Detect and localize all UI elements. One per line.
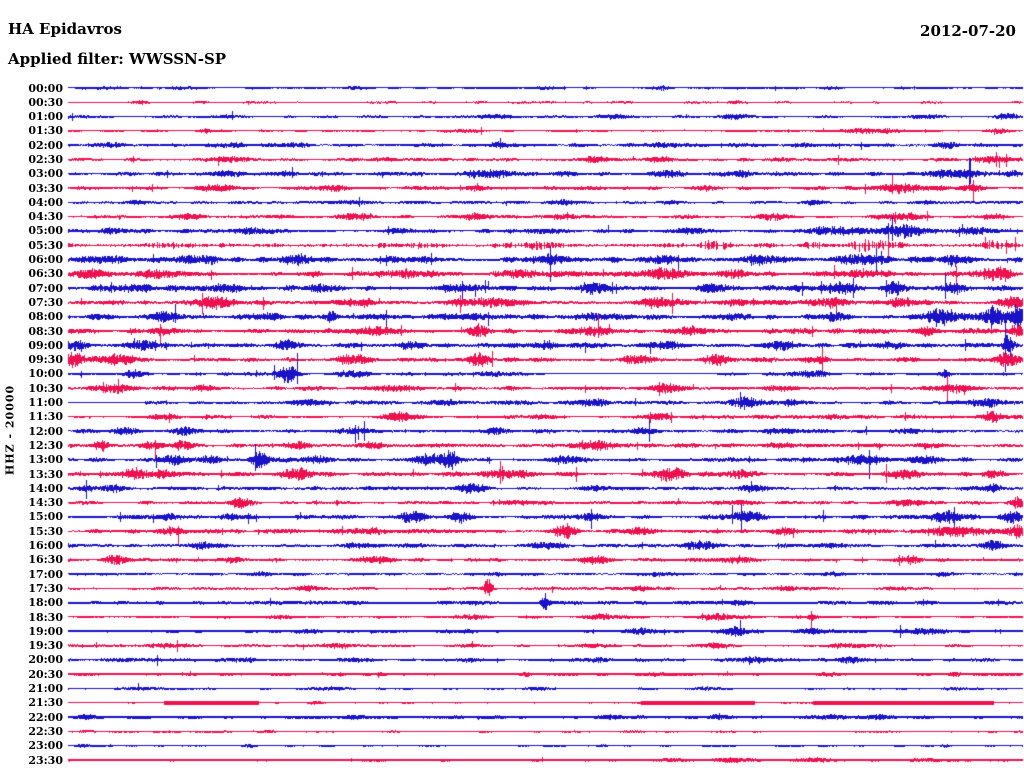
time-label: 16:30	[28, 553, 63, 567]
time-label: 15:00	[28, 510, 63, 524]
time-label: 19:00	[28, 624, 63, 638]
time-label: 14:00	[28, 481, 63, 495]
time-label: 05:30	[28, 238, 63, 252]
time-label: 02:30	[28, 152, 63, 166]
time-label: 20:30	[28, 667, 63, 681]
time-label: 00:30	[28, 95, 63, 109]
time-label: 14:30	[28, 496, 63, 510]
time-label: 19:30	[28, 639, 63, 653]
time-label: 12:00	[28, 424, 63, 438]
time-label: 09:30	[28, 353, 63, 367]
time-label: 03:00	[28, 167, 63, 181]
time-label: 10:00	[28, 367, 63, 381]
time-label: 13:00	[28, 453, 63, 467]
time-label: 22:00	[28, 710, 63, 724]
time-label: 04:00	[28, 195, 63, 209]
time-label: 07:30	[28, 295, 63, 309]
time-label: 12:30	[28, 438, 63, 452]
time-label: 06:00	[28, 253, 63, 267]
time-label: 11:00	[28, 396, 63, 410]
time-label: 02:00	[28, 138, 63, 152]
time-label: 17:00	[28, 567, 63, 581]
time-label: 18:30	[28, 610, 63, 624]
time-label: 23:30	[28, 753, 63, 767]
date-label: 2012-07-20	[920, 22, 1016, 40]
time-label: 03:30	[28, 181, 63, 195]
time-label: 00:00	[28, 81, 63, 95]
time-label: 20:00	[28, 653, 63, 667]
time-label: 16:00	[28, 539, 63, 553]
time-label: 13:30	[28, 467, 63, 481]
time-label: 05:00	[28, 224, 63, 238]
time-label: 07:00	[28, 281, 63, 295]
time-axis-labels: 00:00 00:30 01:00 01:30 02:00 02:30 03:00 03:30…	[0, 0, 63, 780]
time-label: 08:30	[28, 324, 63, 338]
time-label: 06:30	[28, 267, 63, 281]
time-label: 21:30	[28, 696, 63, 710]
time-label: 08:00	[28, 310, 63, 324]
time-label: 09:00	[28, 338, 63, 352]
time-label: 01:30	[28, 124, 63, 138]
time-label: 17:30	[28, 581, 63, 595]
time-label: 18:00	[28, 596, 63, 610]
applied-filter-label: Applied filter: WWSSN-SP	[8, 50, 227, 68]
time-label: 01:00	[28, 110, 63, 124]
time-label: 23:00	[28, 739, 63, 753]
time-label: 15:30	[28, 524, 63, 538]
time-label: 04:30	[28, 210, 63, 224]
time-label: 22:30	[28, 724, 63, 738]
time-label: 21:00	[28, 682, 63, 695]
station-title: HA Epidavros	[8, 20, 122, 38]
time-label: 11:30	[28, 410, 63, 424]
time-label: 10:30	[28, 381, 63, 395]
